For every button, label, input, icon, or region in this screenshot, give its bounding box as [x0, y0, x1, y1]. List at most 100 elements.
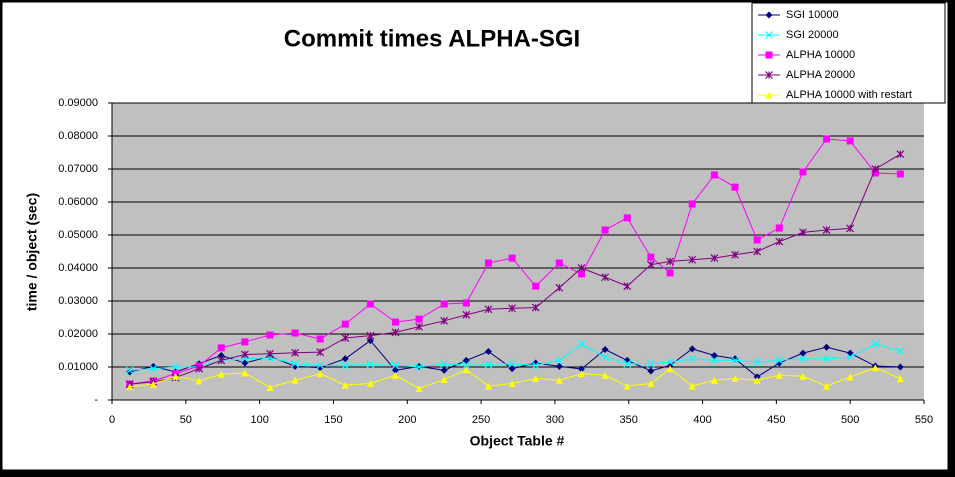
y-tick-label: 0.07000 [58, 163, 98, 175]
marker [601, 273, 610, 282]
marker [508, 304, 517, 313]
marker [484, 382, 492, 390]
x-axis-title: Object Table # [470, 433, 565, 449]
marker [391, 361, 400, 370]
y-tick-label: 0.08000 [58, 130, 98, 142]
marker [341, 334, 350, 342]
marker [775, 237, 784, 246]
marker [577, 264, 586, 272]
marker [149, 364, 158, 373]
marker [366, 300, 374, 308]
x-tick-label: 0 [109, 414, 115, 426]
marker [316, 364, 324, 372]
marker [217, 356, 226, 365]
x-tick-label: 100 [250, 414, 268, 426]
marker [666, 257, 674, 266]
marker [623, 382, 631, 390]
marker [896, 363, 904, 371]
marker [555, 362, 563, 370]
marker [753, 358, 762, 366]
marker [415, 315, 423, 323]
marker [577, 339, 586, 348]
marker [846, 373, 854, 381]
marker [366, 380, 374, 387]
marker [366, 337, 374, 345]
marker [462, 310, 471, 319]
marker [799, 354, 807, 363]
legend-marker [765, 51, 773, 59]
marker [341, 381, 349, 389]
marker [484, 360, 493, 369]
marker [823, 343, 831, 351]
marker [799, 372, 807, 380]
marker [195, 364, 204, 373]
marker [532, 375, 540, 383]
x-tick-label: 350 [620, 414, 638, 426]
marker [823, 382, 831, 390]
marker [799, 349, 807, 357]
series-line [129, 367, 901, 389]
marker [291, 362, 299, 370]
marker [266, 349, 274, 358]
marker [484, 259, 492, 267]
marker [753, 247, 762, 256]
y-tick-label: 0.06000 [58, 196, 98, 208]
marker [341, 355, 349, 363]
marker [532, 282, 540, 290]
marker [896, 170, 904, 178]
x-tick-label: 300 [546, 414, 564, 426]
marker [291, 348, 299, 357]
y-tick-label: 0.01000 [58, 361, 98, 373]
marker [623, 282, 632, 291]
marker [646, 359, 655, 368]
marker [601, 346, 609, 354]
marker [341, 361, 350, 370]
marker [508, 380, 516, 387]
marker [799, 228, 807, 237]
legend-label: ALPHA 10000 [786, 49, 855, 61]
marker [601, 226, 609, 234]
marker [291, 376, 299, 384]
legend-marker [765, 31, 773, 39]
x-tick-label: 200 [398, 414, 416, 426]
x-tick-label: 150 [324, 414, 342, 426]
marker [823, 135, 831, 143]
legend-marker [765, 11, 773, 19]
marker [846, 353, 855, 362]
marker [731, 356, 739, 365]
marker [688, 200, 696, 208]
marker [126, 383, 134, 391]
x-tick-label: 500 [841, 414, 859, 426]
marker [871, 169, 879, 177]
marker [799, 168, 807, 176]
y-tick-label: 0.02000 [58, 328, 98, 340]
marker [731, 375, 739, 383]
x-tick-label: 250 [472, 414, 490, 426]
marker [316, 335, 324, 343]
marker [846, 137, 854, 145]
x-tick-label: 400 [693, 414, 711, 426]
marker [440, 359, 449, 368]
marker [555, 376, 563, 384]
y-tick-label: 0.05000 [58, 229, 98, 241]
marker [508, 254, 516, 262]
marker [623, 214, 631, 222]
series-line [129, 138, 901, 385]
legend-label: ALPHA 20000 [786, 69, 855, 81]
marker [555, 259, 563, 267]
marker [217, 370, 225, 378]
marker [217, 344, 225, 352]
series-line [129, 153, 901, 385]
marker [366, 331, 375, 340]
y-tick-label: 0.09000 [58, 97, 98, 109]
marker [647, 380, 655, 387]
marker [731, 250, 739, 259]
marker [688, 382, 696, 390]
marker [241, 338, 249, 346]
y-axis-title: time / object (sec) [24, 193, 40, 311]
marker [440, 316, 449, 325]
marker [484, 347, 492, 355]
legend-label: SGI 20000 [786, 29, 839, 41]
marker [484, 305, 493, 314]
